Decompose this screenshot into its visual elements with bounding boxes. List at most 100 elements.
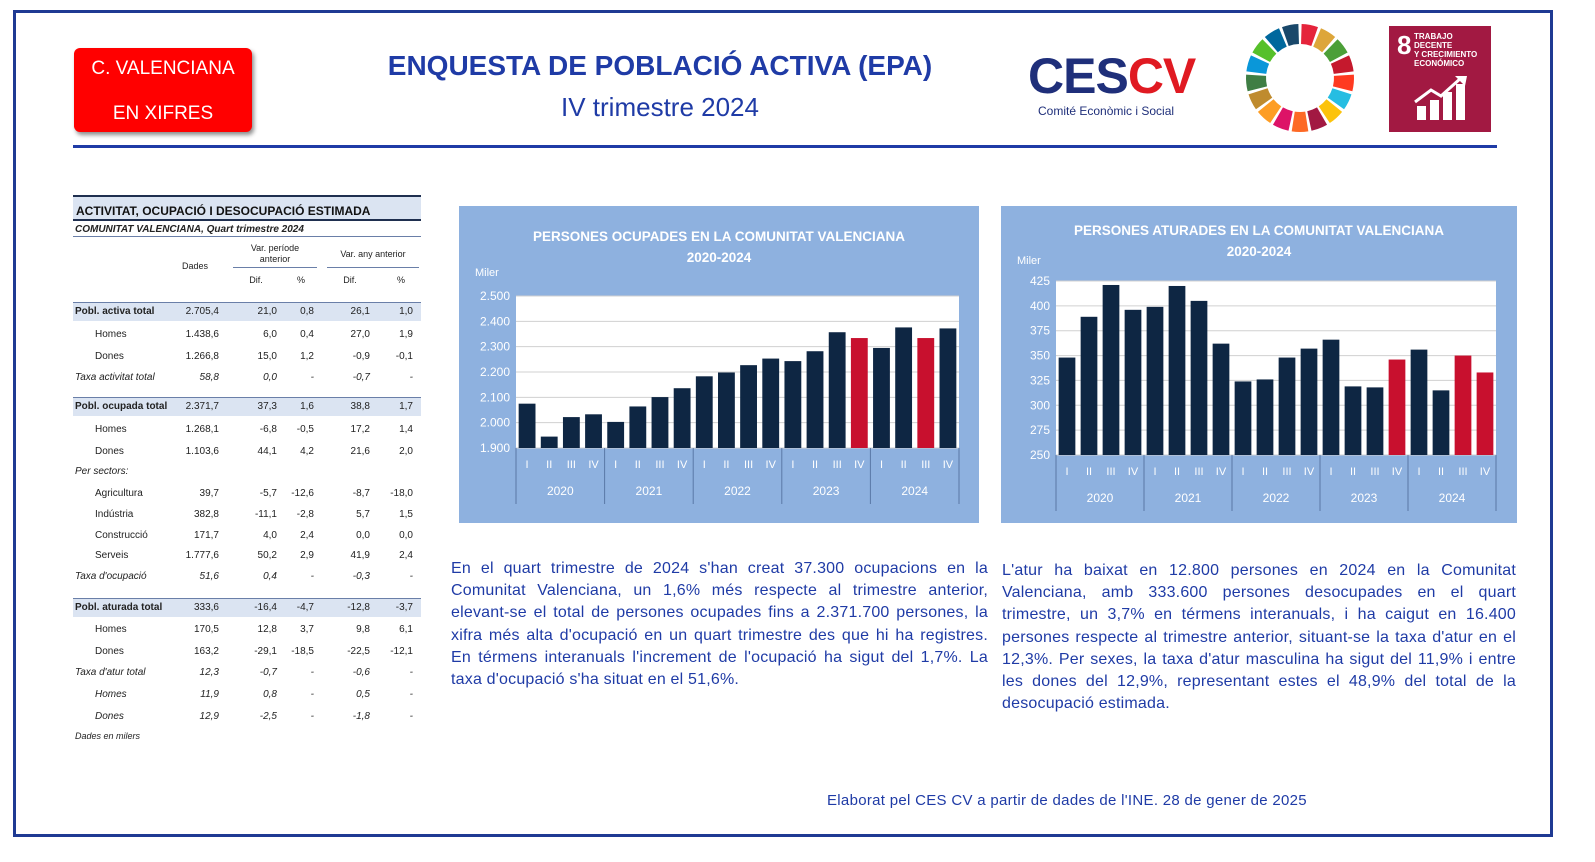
y-tick-label: 2.100 <box>480 390 510 404</box>
table-row: Dones 1.103,6 44,1 4,2 21,6 2,0 <box>73 443 421 461</box>
bar <box>895 327 913 448</box>
bar <box>718 372 735 448</box>
row-cell: 0,0 <box>356 530 370 541</box>
chart-unemployed-panel: PERSONES ATURADES EN LA COMUNITAT VALENC… <box>1001 206 1517 523</box>
row-cell: -0,1 <box>395 351 413 362</box>
y-tick-label: 425 <box>1030 274 1050 288</box>
row-cell: - <box>409 571 413 582</box>
row-label: Pobl. activa total <box>75 306 155 317</box>
row-cell: - <box>310 711 314 722</box>
table-note: Dades en milers <box>75 731 141 741</box>
table-row: Homes 11,9 0,8 - 0,5 - <box>73 686 421 704</box>
x-tick-quarter: IV <box>1216 466 1227 478</box>
x-tick-quarter: II <box>1350 466 1356 478</box>
growth-chart-icon <box>1414 76 1467 120</box>
table-row: Taxa d'ocupació 51,6 0,4 - -0,3 - <box>73 568 421 586</box>
bar <box>1366 387 1384 455</box>
x-tick-quarter: I <box>526 459 529 471</box>
row-cell: 1,2 <box>300 351 314 362</box>
x-tick-quarter: I <box>614 459 617 471</box>
x-tick-quarter: I <box>703 459 706 471</box>
row-cell: 0,8 <box>263 689 277 700</box>
x-tick-quarter: III <box>567 459 576 471</box>
chart-employed-panel: PERSONES OCUPADES EN LA COMUNITAT VALENC… <box>459 206 979 523</box>
row-cell: 0,4 <box>300 329 314 340</box>
bar <box>1234 381 1252 455</box>
x-tick-quarter: III <box>655 459 664 471</box>
row-cell: 50,2 <box>257 550 277 561</box>
row-cell: 37,3 <box>257 401 277 412</box>
row-cell: 5,7 <box>356 509 370 520</box>
row-cell: -6,8 <box>259 424 277 435</box>
row-cell: - <box>409 689 413 700</box>
table-row: Construcció 171,7 4,0 2,4 0,0 0,0 <box>73 527 421 545</box>
bar <box>806 351 824 448</box>
row-cell: 51,6 <box>199 571 219 582</box>
x-tick-year: 2020 <box>547 484 574 498</box>
sdg-wheel-segment <box>1257 99 1282 124</box>
sdg-wheel-segment <box>1313 28 1336 53</box>
row-label: Dones <box>95 351 124 362</box>
col-header-pct2: % <box>396 275 405 285</box>
bar <box>1058 357 1076 455</box>
bar <box>651 397 669 448</box>
x-tick-quarter: II <box>723 459 729 471</box>
bar <box>740 365 757 448</box>
sdg-wheel-segment <box>1246 74 1268 92</box>
row-cell: 1.266,8 <box>185 351 219 362</box>
row-label: Homes <box>95 624 127 635</box>
bar <box>673 388 691 448</box>
sdg-wheel-segment <box>1264 28 1287 53</box>
bar <box>1256 379 1274 455</box>
x-tick-quarter: III <box>1458 466 1467 478</box>
bar <box>1124 309 1142 455</box>
x-tick-year: 2024 <box>901 484 928 498</box>
table-row: Homes 1.268,1 -6,8 -0,5 17,2 1,4 <box>73 421 421 439</box>
header-rule-period <box>233 267 317 268</box>
bar <box>518 403 536 448</box>
y-tick-label: 2.000 <box>480 416 510 430</box>
row-label: Per sectors: <box>75 466 129 477</box>
badge-line2: EN XIFRES <box>112 103 214 124</box>
row-cell: 41,9 <box>350 550 370 561</box>
y-axis-label: Miler <box>475 267 499 279</box>
region-badge: C. VALENCIANA EN XIFRES <box>74 48 252 132</box>
row-cell: 39,7 <box>199 488 219 499</box>
row-cell: 1.777,6 <box>185 550 219 561</box>
bar <box>917 338 935 448</box>
row-cell: -2,8 <box>296 509 314 520</box>
row-label: Homes <box>95 329 127 340</box>
logo-subtitle: Comité Econòmic i Social <box>1038 104 1175 118</box>
row-label: Taxa d'atur total <box>75 667 146 678</box>
x-tick-year: 2023 <box>813 484 840 498</box>
row-cell: -2,5 <box>259 711 277 722</box>
chart-title: PERSONES OCUPADES EN LA COMUNITAT VALENC… <box>533 229 905 244</box>
row-label: Indústria <box>95 509 134 520</box>
x-tick-quarter: IV <box>1304 466 1315 478</box>
x-tick-year: 2020 <box>1087 491 1114 505</box>
table-row: Dones 1.266,8 15,0 1,2 -0,9 -0,1 <box>73 348 421 366</box>
x-tick-quarter: IV <box>854 459 865 471</box>
row-cell: - <box>310 689 314 700</box>
y-tick-label: 2.300 <box>480 340 510 354</box>
sdg8-text-line3: ECONÓMICO <box>1414 59 1465 68</box>
bar <box>1168 285 1186 455</box>
row-cell: - <box>310 667 314 678</box>
bar <box>1476 372 1494 455</box>
x-tick-quarter: III <box>1194 466 1203 478</box>
bar <box>1146 306 1164 455</box>
sdg-wheel-segment <box>1248 88 1273 110</box>
row-cell: 26,1 <box>350 306 370 317</box>
col-header-dades: Dades <box>181 261 208 271</box>
bar <box>562 417 580 448</box>
sdg-wheel-segment <box>1330 55 1354 74</box>
row-cell: -22,5 <box>347 646 370 657</box>
row-cell: 1,9 <box>399 329 413 340</box>
table-row: Agricultura 39,7 -5,7 -12,6 -8,7 -18,0 <box>73 485 421 503</box>
table-row: Pobl. activa total 2.705,4 21,0 0,8 26,1 1,0 <box>73 302 421 321</box>
row-label: Agricultura <box>95 488 143 499</box>
x-tick-quarter: IV <box>943 459 954 471</box>
table-row: Dones 12,9 -2,5 - -1,8 - <box>73 708 421 726</box>
row-cell: 0,0 <box>399 530 413 541</box>
row-cell: -11,1 <box>254 509 277 520</box>
